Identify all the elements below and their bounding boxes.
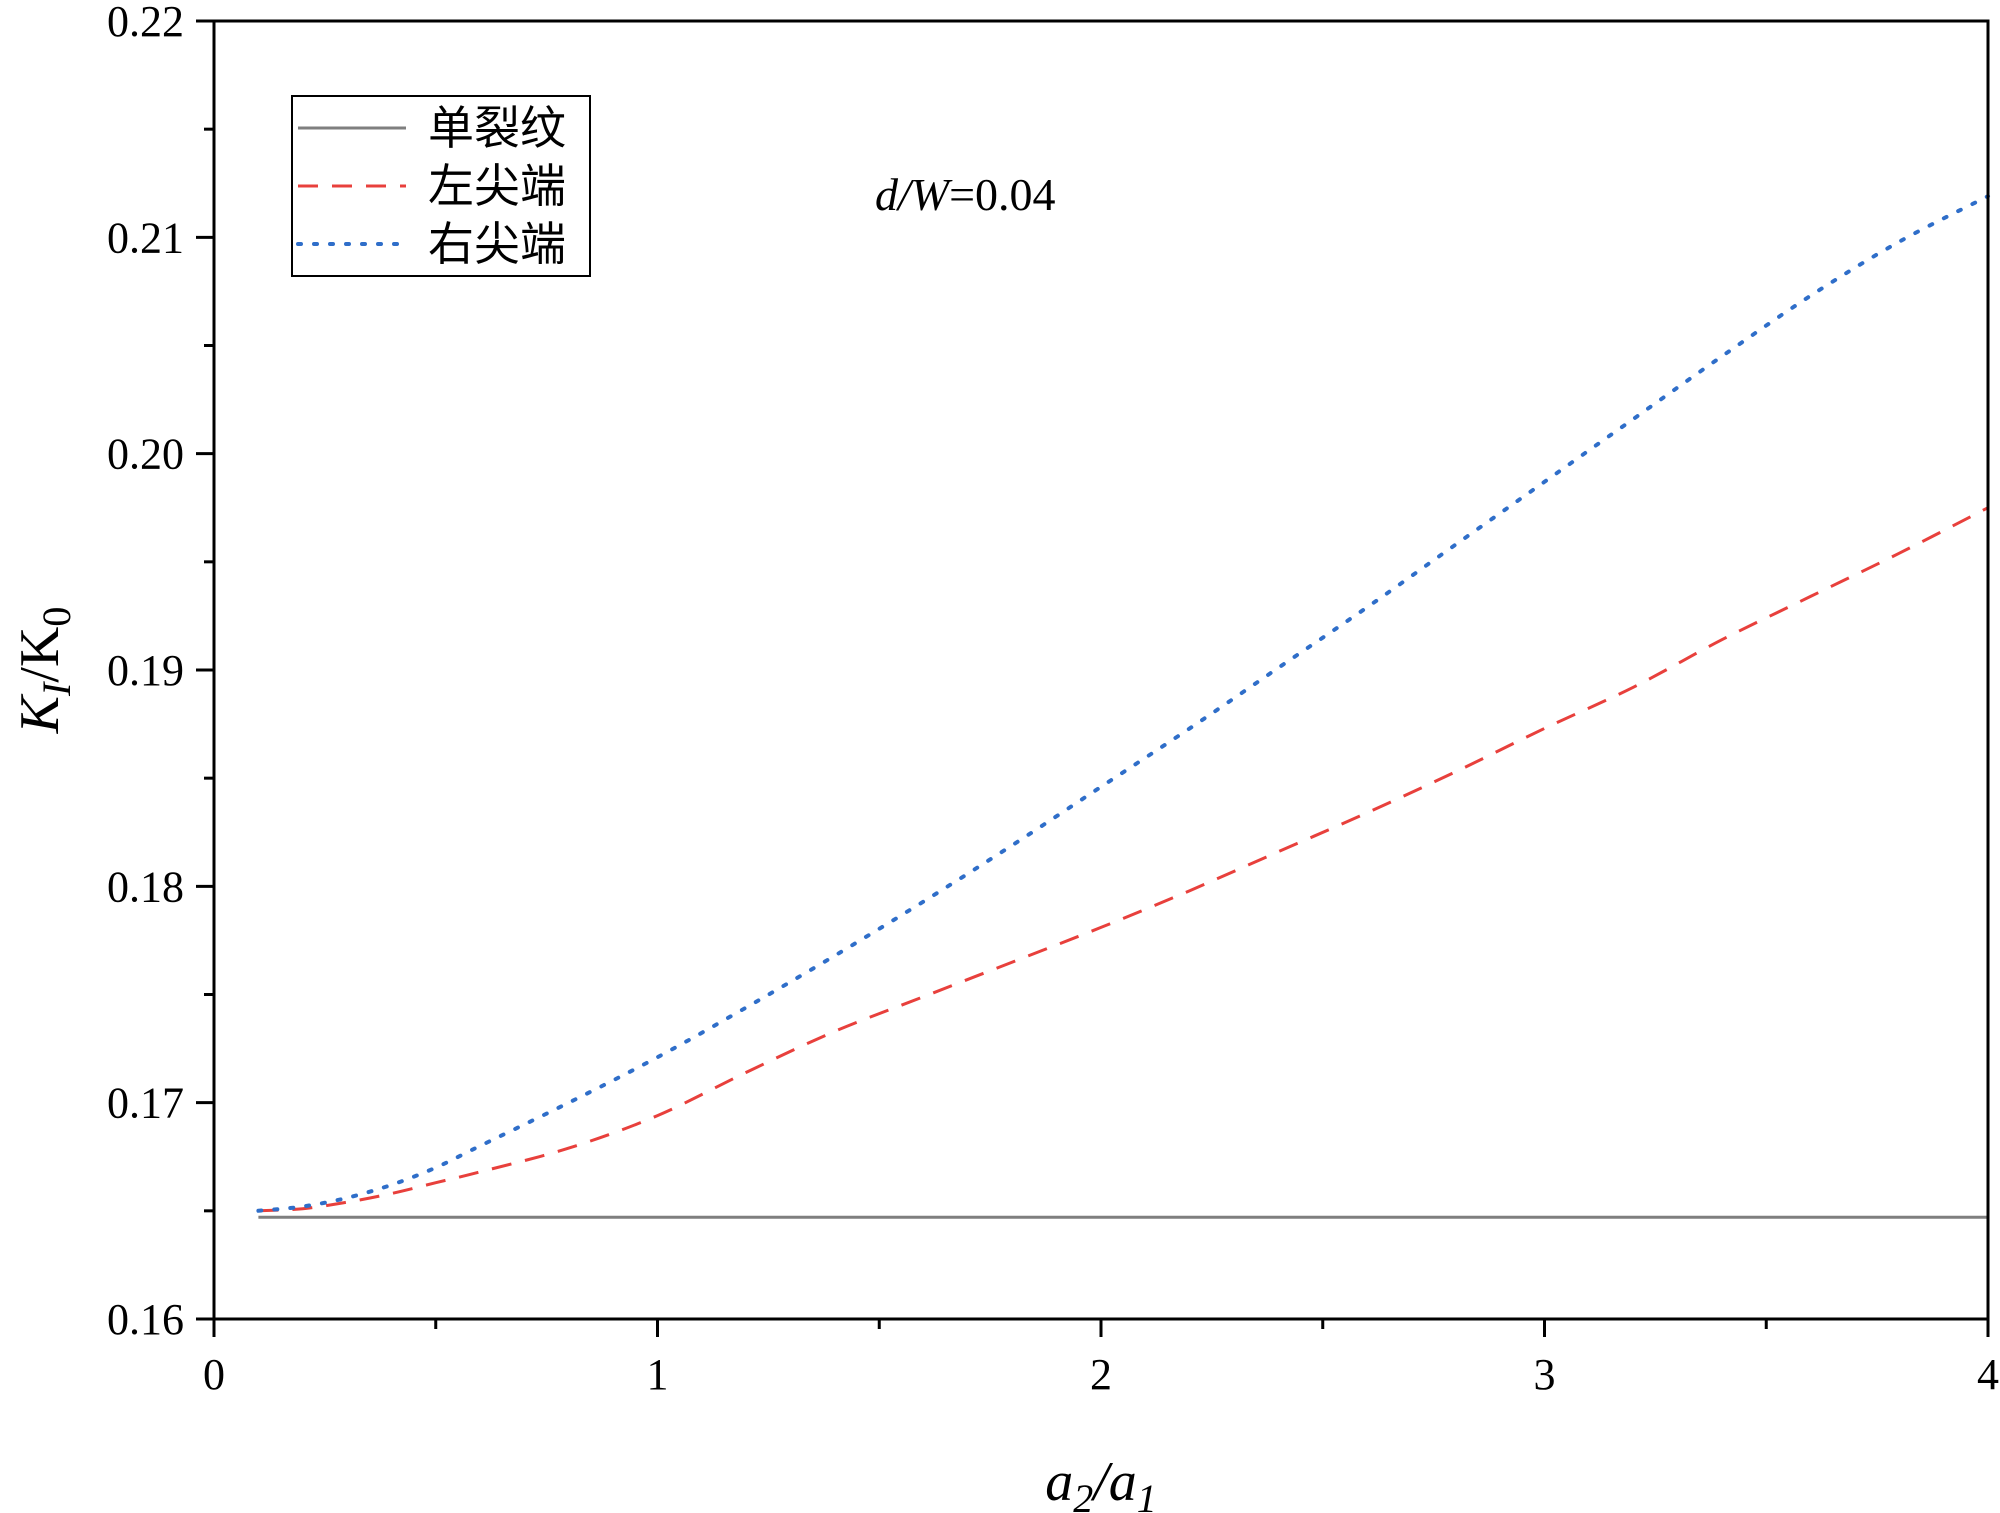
x-tick-label: 0 (203, 1350, 225, 1399)
legend: 单裂纹 左尖端 右尖端 (291, 95, 591, 277)
series-line-left-tip (258, 506, 1989, 1213)
y-tick-label: 0.21 (107, 213, 184, 262)
x-tick-label: 4 (1977, 1350, 1999, 1399)
y-tick-label: 0.22 (107, 0, 184, 46)
annotation-prefix: d/W (875, 169, 953, 220)
x-axis-title: a2/a1 (1045, 1451, 1157, 1513)
x-tick-label: 1 (647, 1350, 669, 1399)
series-layer (256, 194, 1990, 1219)
legend-label-single-crack: 单裂纹 (428, 101, 566, 155)
series-line-right-tip (256, 194, 1990, 1213)
x-tick-label: 2 (1090, 1350, 1112, 1399)
legend-label-left-tip: 左尖端 (428, 159, 566, 213)
y-tick-label: 0.17 (107, 1079, 184, 1128)
y-tick-label: 0.18 (107, 862, 184, 911)
ticks-layer: 0 1 2 3 4 0.16 0.17 0.18 0.19 0.20 0.21 0.22 (107, 0, 1999, 1399)
y-tick-label: 0.19 (107, 646, 184, 695)
y-axis-title: KI/K0 (9, 607, 79, 735)
y-tick-label: 0.20 (107, 430, 184, 479)
annotation-value: =0.04 (949, 169, 1055, 220)
y-tick-label: 0.16 (107, 1295, 184, 1344)
x-tick-label: 3 (1534, 1350, 1556, 1399)
x-axis-title-sub: 2 (1073, 1476, 1093, 1513)
annotation: d/W=0.04 (875, 169, 1056, 220)
plot-frame (212, 19, 1990, 1321)
legend-label-right-tip: 右尖端 (428, 217, 566, 271)
